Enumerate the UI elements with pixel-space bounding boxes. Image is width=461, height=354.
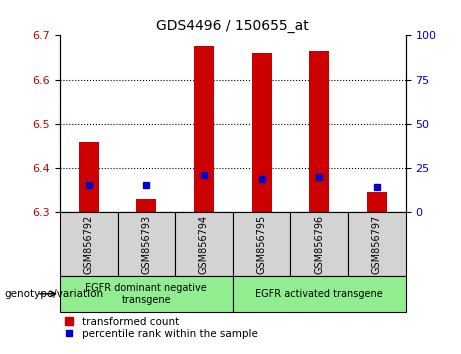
Bar: [118, 212, 175, 276]
Bar: [233, 276, 406, 312]
Bar: [60, 276, 233, 312]
Title: GDS4496 / 150655_at: GDS4496 / 150655_at: [156, 19, 309, 33]
Bar: [348, 212, 406, 276]
Bar: [60, 212, 118, 276]
Text: GSM856793: GSM856793: [142, 215, 151, 274]
Text: EGFR dominant negative
transgene: EGFR dominant negative transgene: [85, 283, 207, 305]
Text: GSM856797: GSM856797: [372, 215, 382, 274]
Bar: [79, 142, 99, 212]
Bar: [136, 199, 156, 212]
Bar: [175, 212, 233, 276]
Text: GSM856794: GSM856794: [199, 215, 209, 274]
Bar: [309, 51, 329, 212]
Bar: [233, 212, 290, 276]
Text: GSM856792: GSM856792: [84, 215, 94, 274]
Text: genotype/variation: genotype/variation: [5, 289, 104, 299]
Text: GSM856796: GSM856796: [314, 215, 324, 274]
Bar: [194, 46, 214, 212]
Bar: [367, 193, 387, 212]
Legend: transformed count, percentile rank within the sample: transformed count, percentile rank withi…: [65, 317, 258, 339]
Bar: [290, 212, 348, 276]
Bar: [252, 53, 272, 212]
Text: EGFR activated transgene: EGFR activated transgene: [255, 289, 383, 299]
Text: GSM856795: GSM856795: [257, 215, 266, 274]
